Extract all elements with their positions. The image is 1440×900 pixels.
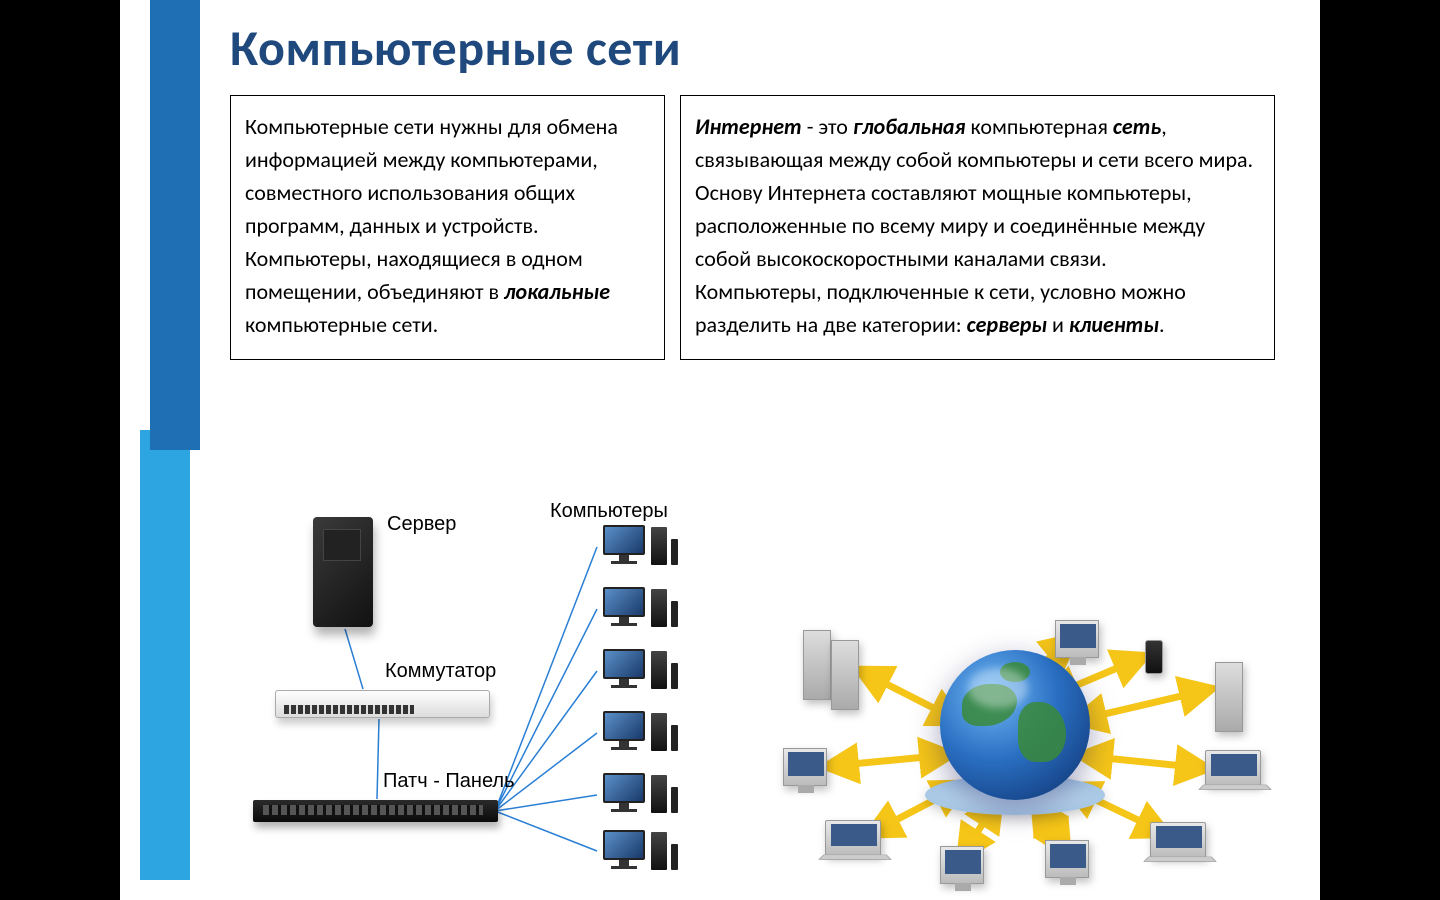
server-icon — [313, 517, 373, 627]
r1f: сеть — [1113, 113, 1161, 140]
computer-icon — [595, 711, 685, 755]
right-p1: Интернет - это глобальная компьютерная с… — [695, 110, 1260, 176]
laptop-icon — [825, 820, 881, 856]
desktop-icon — [940, 846, 984, 884]
slide: Компьютерные сети Компьютерные сети нужн… — [120, 0, 1320, 900]
computer-icon — [595, 587, 685, 631]
left-paragraph: Компьютерные сети нужны для обмена инфор… — [245, 110, 650, 341]
patch-panel-icon — [253, 800, 498, 822]
computer-icon — [595, 649, 685, 693]
left-p1-b: компьютерные сети. — [245, 311, 438, 338]
r3e: . — [1159, 311, 1165, 338]
computer-icon — [595, 773, 685, 817]
r1e: компьютерная — [965, 113, 1112, 140]
label-server: Сервер — [387, 513, 456, 536]
label-switch: Коммутатор — [385, 660, 496, 683]
sidebar-top-bar — [150, 0, 200, 450]
r3d: клиенты — [1069, 311, 1159, 338]
globe-icon — [925, 640, 1105, 820]
desktop-icon — [1055, 620, 1099, 658]
text-box-left: Компьютерные сети нужны для обмена инфор… — [230, 95, 665, 360]
laptop-icon — [1150, 822, 1206, 858]
lan-diagram: Сервер Коммутатор Патч - Панель Компьюте… — [205, 495, 715, 875]
accent-sidebar — [120, 0, 210, 900]
text-box-right: Интернет - это глобальная компьютерная с… — [680, 95, 1275, 360]
sidebar-bottom-bar — [140, 430, 190, 880]
laptop-icon — [1205, 750, 1261, 786]
r1c: - это — [802, 113, 853, 140]
right-p2: Основу Интернета составляют мощные компь… — [695, 176, 1260, 275]
phone-icon — [1145, 640, 1163, 674]
desktop-icon — [783, 748, 827, 786]
r3b: серверы — [967, 311, 1047, 338]
r1b: Интернет — [695, 113, 802, 140]
page-title: Компьютерные сети — [230, 18, 681, 79]
server-icon — [1215, 662, 1243, 732]
desktop-icon — [1045, 840, 1089, 878]
right-p3: Компьютеры, подключенные к сети, условно… — [695, 275, 1260, 341]
r3c: и — [1047, 311, 1069, 338]
label-computers: Компьютеры — [550, 500, 668, 523]
r1d: глобальная — [853, 113, 966, 140]
internet-diagram — [745, 610, 1285, 890]
label-patch: Патч - Панель — [383, 770, 515, 793]
left-p1-bi: локальные — [504, 278, 610, 305]
globe-sphere — [940, 650, 1090, 800]
computer-icon — [595, 830, 685, 874]
switch-icon — [275, 690, 490, 718]
left-p1-a: Компьютерные сети нужны для обмена инфор… — [245, 113, 618, 305]
server-icon — [831, 640, 859, 710]
server-icon — [803, 630, 831, 700]
computer-icon — [595, 525, 685, 569]
